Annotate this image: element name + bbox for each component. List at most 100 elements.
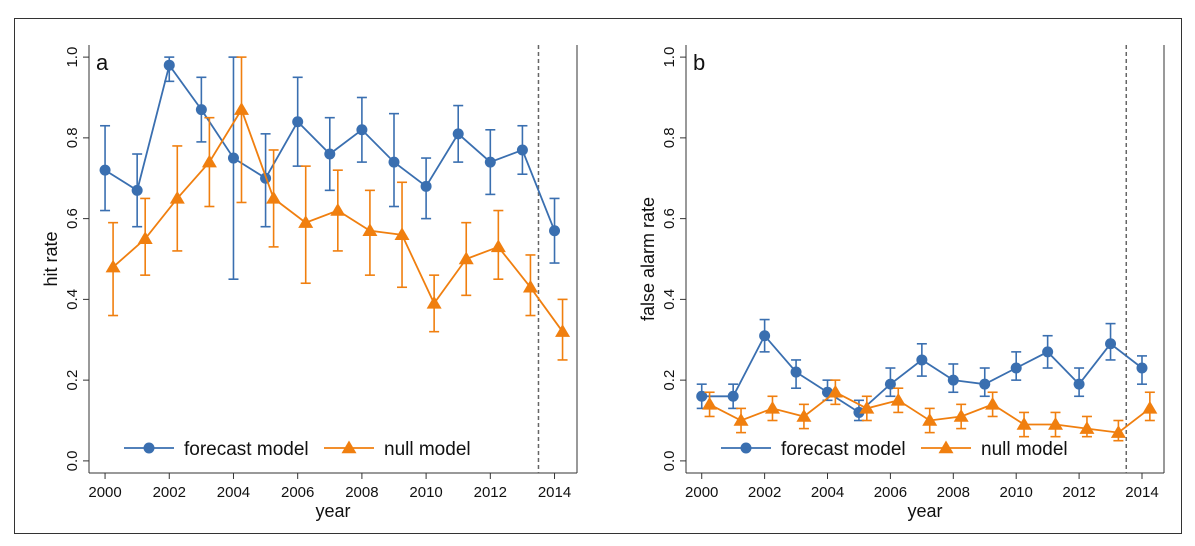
- y-axis-title: false alarm rate: [638, 197, 658, 321]
- data-point: [266, 190, 282, 204]
- data-point: [947, 374, 959, 386]
- data-point: [1105, 338, 1117, 350]
- y-tick-label: 0.2: [64, 370, 81, 391]
- series-null-model: [105, 56, 571, 361]
- data-point: [420, 180, 432, 192]
- y-axis-title: hit rate: [41, 231, 61, 286]
- x-tick-label: 2010: [1000, 484, 1033, 501]
- legend: forecast model null model: [721, 439, 1068, 460]
- legend-item: forecast model: [124, 439, 309, 460]
- data-point: [916, 354, 928, 366]
- legend-item: null model: [324, 439, 471, 460]
- data-point: [827, 384, 843, 398]
- chart-panel-a: 0.0 0.2 0.4 0.6 0.8 1.0 2000 2002 2004 2006 2008 20…: [41, 45, 578, 521]
- x-tick-label: 2012: [474, 484, 507, 501]
- data-point: [169, 190, 185, 204]
- legend-label: null model: [981, 439, 1068, 460]
- y-tick-label: 0.4: [64, 289, 81, 310]
- data-point: [555, 324, 571, 337]
- data-point: [733, 413, 749, 426]
- data-point: [696, 390, 708, 402]
- panel-label: b: [693, 50, 705, 75]
- y-tick-label: 0.6: [661, 208, 678, 229]
- data-point: [1073, 378, 1085, 390]
- data-point: [1136, 362, 1148, 374]
- data-point: [1142, 400, 1158, 414]
- x-tick-label: 2004: [217, 484, 250, 501]
- legend-label: forecast model: [184, 439, 309, 460]
- x-tick-label: 2004: [811, 484, 844, 501]
- data-point: [362, 223, 378, 236]
- data-point: [195, 104, 207, 116]
- x-tick-label: 2000: [685, 484, 718, 501]
- figure-frame: [14, 18, 1182, 534]
- data-point: [884, 378, 896, 390]
- legend-item: null model: [921, 439, 1068, 460]
- legend-item: forecast model: [721, 439, 906, 460]
- data-point: [859, 400, 875, 414]
- data-point: [292, 116, 304, 128]
- data-point: [452, 128, 464, 140]
- series-forecast-model: [99, 56, 561, 280]
- series-null-model: [702, 379, 1158, 442]
- data-point: [549, 225, 561, 237]
- data-point: [522, 279, 538, 293]
- data-point: [516, 144, 528, 156]
- data-point: [201, 154, 217, 168]
- data-point: [1079, 421, 1095, 434]
- y-tick-label: 0.8: [64, 127, 81, 148]
- data-point: [1042, 346, 1054, 358]
- x-tick-label: 2014: [1125, 484, 1158, 501]
- data-point: [426, 295, 442, 309]
- data-point: [388, 156, 400, 168]
- data-point: [163, 59, 175, 71]
- y-tick-label: 0.6: [64, 208, 81, 229]
- data-point: [227, 152, 239, 164]
- legend-marker: [143, 442, 155, 454]
- x-axis-title: year: [315, 501, 350, 521]
- x-tick-label: 2002: [748, 484, 781, 501]
- data-point: [394, 227, 410, 241]
- x-tick-label: 2012: [1062, 484, 1095, 501]
- x-tick-label: 2014: [538, 484, 571, 501]
- y-tick-label: 0.0: [661, 450, 678, 471]
- x-tick-label: 2008: [345, 484, 378, 501]
- x-tick-label: 2008: [937, 484, 970, 501]
- y-tick-label: 0.2: [661, 370, 678, 391]
- data-point: [790, 366, 802, 378]
- legend-label: null model: [384, 439, 471, 460]
- data-point: [330, 203, 346, 216]
- y-tick-label: 1.0: [661, 47, 678, 68]
- data-point: [985, 396, 1001, 410]
- x-tick-label: 2006: [874, 484, 907, 501]
- data-point: [764, 400, 780, 414]
- legend-marker: [740, 442, 752, 454]
- data-point: [298, 215, 314, 228]
- data-point: [458, 251, 474, 265]
- data-point: [953, 408, 969, 422]
- y-tick-label: 0.4: [661, 289, 678, 310]
- data-point: [356, 124, 368, 136]
- data-point: [922, 413, 938, 426]
- y-tick-label: 0.8: [661, 127, 678, 148]
- chart-panel-b: 0.0 0.2 0.4 0.6 0.8 1.0 2000 2002 2004 2006 2008 20…: [638, 45, 1165, 521]
- data-point: [490, 239, 506, 253]
- data-point: [1048, 417, 1064, 430]
- data-point: [324, 148, 336, 160]
- data-point: [702, 396, 718, 410]
- panel-label: a: [96, 50, 109, 75]
- data-point: [234, 102, 249, 115]
- data-point: [727, 390, 739, 402]
- data-point: [890, 392, 906, 406]
- x-tick-label: 2002: [153, 484, 186, 501]
- data-point: [99, 164, 111, 176]
- x-tick-label: 2006: [281, 484, 314, 501]
- data-point: [137, 231, 153, 245]
- data-point: [759, 330, 771, 342]
- data-point: [1010, 362, 1022, 374]
- x-tick-label: 2010: [409, 484, 442, 501]
- data-point: [1110, 425, 1126, 438]
- data-point: [131, 184, 143, 196]
